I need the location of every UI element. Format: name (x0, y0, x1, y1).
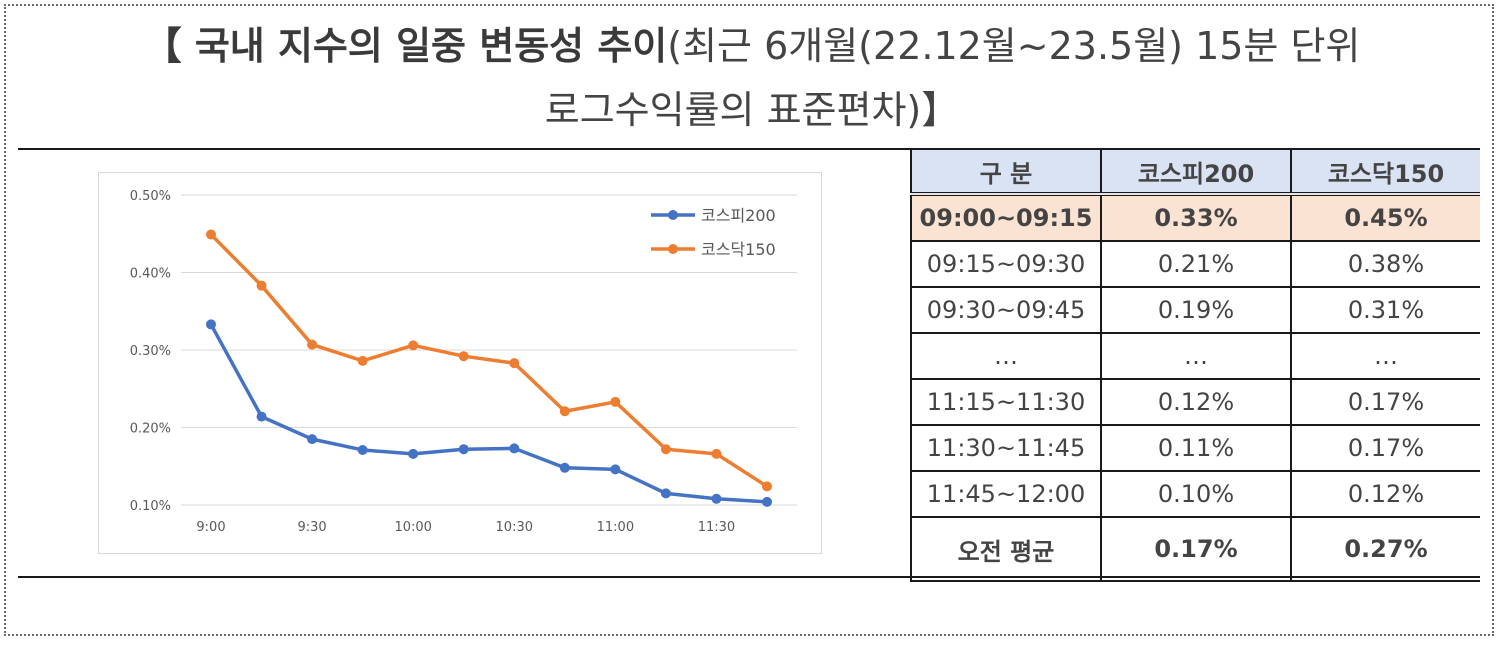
series-line (209, 233, 768, 488)
title-bold: 【 국내 지수의 일중 변동성 추이 (143, 24, 668, 68)
x-tick-label: 9:30 (297, 520, 326, 535)
table-cell: 0.27% (1290, 517, 1480, 582)
title-line2: 로그수익률의 표준편차)】 (544, 88, 960, 132)
header-cell: 구 분 (910, 150, 1101, 196)
data-point (458, 444, 469, 455)
table-cell: 오전 평균 (910, 517, 1101, 582)
table-cell: 0.12% (1100, 379, 1291, 426)
data-point (762, 481, 772, 492)
data-point (256, 411, 267, 422)
table-cell: … (1290, 333, 1480, 380)
table-cell: 09:15~09:30 (910, 241, 1101, 288)
data-point (559, 406, 570, 417)
table-cell: 0.10% (1100, 471, 1291, 518)
data-point (711, 448, 722, 459)
legend-label: 코스피200 (701, 206, 776, 225)
data-point (408, 448, 419, 459)
data-point (206, 229, 216, 240)
header-cell: 코스피200 (1100, 150, 1291, 196)
average-row: 오전 평균 0.17% 0.27% (910, 517, 1480, 582)
data-point (559, 462, 570, 473)
table-row: 11:15~11:30 0.12% 0.17% (910, 379, 1480, 426)
table-cell: 11:15~11:30 (910, 379, 1101, 426)
table-cell: 0.12% (1290, 471, 1480, 518)
data-point (458, 351, 469, 362)
y-tick-label: 0.40% (130, 267, 171, 282)
y-tick-label: 0.30% (130, 344, 171, 359)
table-cell: 11:30~11:45 (910, 425, 1101, 472)
table-cell: 0.17% (1290, 379, 1480, 426)
legend-marker (668, 210, 678, 220)
data-point (762, 496, 772, 507)
data-point (610, 396, 621, 407)
data-point (307, 434, 318, 445)
table-cell: 0.19% (1100, 287, 1291, 334)
table-cell: 09:00~09:15 (910, 194, 1101, 242)
line-chart: 0.10% 0.20% 0.30% 0.40% 0.50% 9:00 9:30 10:00 10… (98, 172, 822, 554)
legend-marker (668, 244, 678, 254)
series-line (209, 323, 768, 504)
table-cell: 0.17% (1100, 517, 1291, 582)
y-tick-label: 0.10% (130, 499, 171, 514)
data-point (660, 444, 671, 455)
page-title: 【 국내 지수의 일중 변동성 추이(최근 6개월(22.12월~23.5월) … (0, 14, 1504, 142)
x-tick-label: 11:30 (698, 520, 735, 535)
table-cell: 0.31% (1290, 287, 1480, 334)
table-cell: 09:30~09:45 (910, 287, 1101, 334)
top-rule (18, 148, 1480, 150)
legend-label: 코스닥150 (701, 240, 776, 259)
table-cell: 0.33% (1100, 194, 1291, 242)
data-point (357, 355, 368, 366)
title-rest: (최근 6개월(22.12월~23.5월) 15분 단위 (667, 24, 1361, 68)
table-cell: 11:45~12:00 (910, 471, 1101, 518)
x-tick-label: 11:00 (597, 520, 634, 535)
y-tick-label: 0.50% (130, 189, 171, 204)
table-row: 09:15~09:30 0.21% 0.38% (910, 241, 1480, 288)
bottom-rule (18, 576, 1480, 578)
table-cell: … (1100, 333, 1291, 380)
data-point (610, 464, 621, 475)
table-row: 09:00~09:15 0.33% 0.45% (910, 194, 1480, 242)
data-point (307, 339, 318, 350)
table-cell: … (910, 333, 1101, 380)
table-header-row: 구 분 코스피200 코스닥150 (910, 150, 1480, 196)
volatility-table: 구 분 코스피200 코스닥150 09:00~09:15 0.33% 0.45… (910, 150, 1480, 582)
table-cell: 0.17% (1290, 425, 1480, 472)
table-cell: 0.38% (1290, 241, 1480, 288)
table-cell: 0.11% (1100, 425, 1291, 472)
data-point (408, 340, 419, 351)
data-point (509, 358, 520, 369)
table-row: 11:30~11:45 0.11% 0.17% (910, 425, 1480, 472)
x-tick-label: 9:00 (196, 520, 225, 535)
data-point (509, 443, 520, 454)
data-point (660, 488, 671, 499)
table-cell: 0.21% (1100, 241, 1291, 288)
x-tick-label: 10:30 (496, 520, 533, 535)
y-tick-label: 0.20% (130, 422, 171, 437)
table-row: … … … (910, 333, 1480, 380)
table-row: 11:45~12:00 0.10% 0.12% (910, 471, 1480, 518)
header-cell: 코스닥150 (1290, 150, 1480, 196)
chart-svg: 0.10% 0.20% 0.30% 0.40% 0.50% 9:00 9:30 10:00 10… (130, 189, 797, 535)
data-point (206, 319, 216, 330)
x-tick-label: 10:00 (394, 520, 431, 535)
data-point (256, 280, 267, 291)
table-row: 09:30~09:45 0.19% 0.31% (910, 287, 1480, 334)
table-cell: 0.45% (1290, 194, 1480, 242)
outer-frame (4, 4, 1494, 636)
data-point (357, 444, 368, 455)
data-point (711, 493, 722, 504)
